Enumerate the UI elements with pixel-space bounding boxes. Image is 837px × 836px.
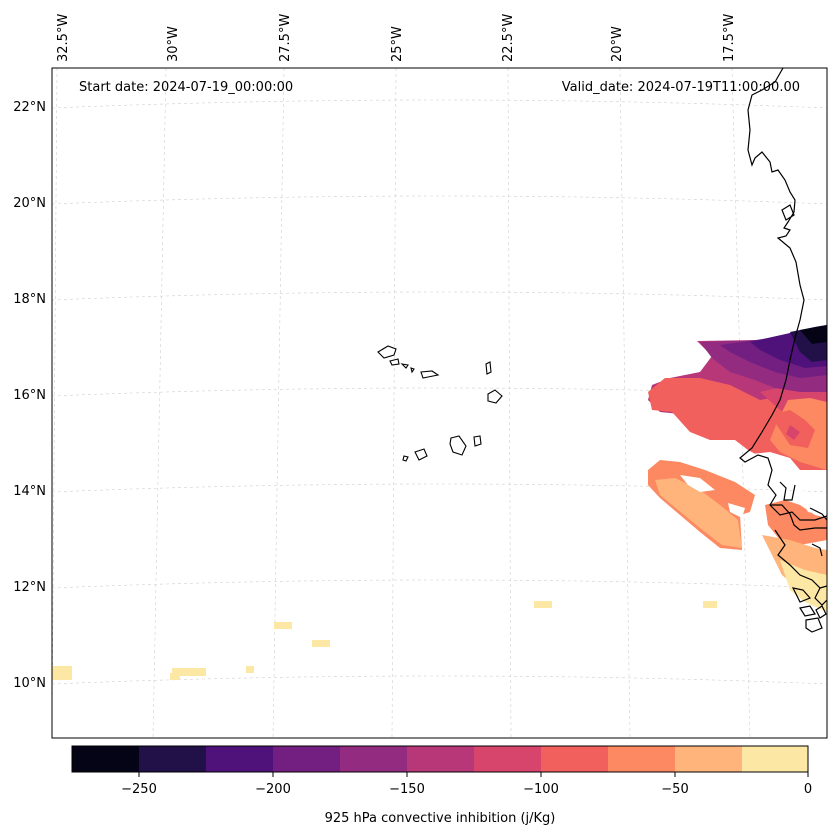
colorbar-tick-label: 0 bbox=[804, 782, 812, 797]
coastline bbox=[739, 68, 827, 633]
colorbar-tick-label: −150 bbox=[389, 782, 425, 797]
colorbar-swatch bbox=[273, 746, 340, 772]
longitude-labels: 32.5°W 30°W 27.5°W 25°W 22.5°W 20°W 17.5… bbox=[56, 14, 737, 62]
colorbar-swatch bbox=[72, 746, 139, 772]
latitude-labels: 22°N 20°N 18°N 16°N 14°N 12°N 10°N bbox=[13, 100, 46, 691]
colorbar-ticks bbox=[138, 772, 809, 777]
lon-label: 25°W bbox=[390, 26, 405, 62]
colorbar-tick-label: −250 bbox=[121, 782, 157, 797]
colorbar-swatch bbox=[139, 746, 206, 772]
lon-label: 32.5°W bbox=[56, 14, 71, 62]
lat-label: 12°N bbox=[13, 580, 46, 595]
colorbar-swatches bbox=[72, 746, 808, 772]
lat-label: 18°N bbox=[13, 292, 46, 307]
colorbar-swatch bbox=[608, 746, 675, 772]
lon-label: 27.5°W bbox=[278, 14, 293, 62]
start-date-label: Start date: 2024-07-19_00:00:00 bbox=[79, 80, 293, 95]
lon-label: 20°W bbox=[610, 26, 625, 62]
colorbar: −250 −200 −150 −100 −50 0 925 hPa convec… bbox=[71, 745, 812, 826]
lon-label: 17.5°W bbox=[722, 14, 737, 62]
colorbar-swatch bbox=[541, 746, 608, 772]
map-frame bbox=[51, 67, 828, 739]
cin-contours bbox=[52, 325, 827, 680]
lat-label: 22°N bbox=[13, 100, 46, 115]
colorbar-tick-label: −100 bbox=[523, 782, 559, 797]
colorbar-swatch bbox=[675, 746, 742, 772]
lon-label: 30°W bbox=[166, 26, 181, 62]
lat-label: 10°N bbox=[13, 676, 46, 691]
colorbar-tick-label: −50 bbox=[661, 782, 688, 797]
lat-label: 20°N bbox=[13, 196, 46, 211]
lon-label: 22.5°W bbox=[501, 14, 516, 62]
colorbar-frame bbox=[71, 745, 809, 773]
colorbar-swatch bbox=[206, 746, 273, 772]
parallel-gridlines bbox=[52, 99, 827, 685]
lat-label: 14°N bbox=[13, 484, 46, 499]
valid-date-label: Valid_date: 2024-07-19T11:00:00.00 bbox=[562, 80, 800, 95]
colorbar-swatch bbox=[340, 746, 407, 772]
lat-label: 16°N bbox=[13, 388, 46, 403]
colorbar-tick-label: −200 bbox=[255, 782, 291, 797]
colorbar-swatch bbox=[742, 746, 808, 772]
colorbar-label: 925 hPa convective inhibition (j/Kg) bbox=[325, 811, 556, 826]
colorbar-swatch bbox=[474, 746, 541, 772]
colorbar-swatch bbox=[407, 746, 474, 772]
cape-verde-islands bbox=[377, 345, 503, 462]
